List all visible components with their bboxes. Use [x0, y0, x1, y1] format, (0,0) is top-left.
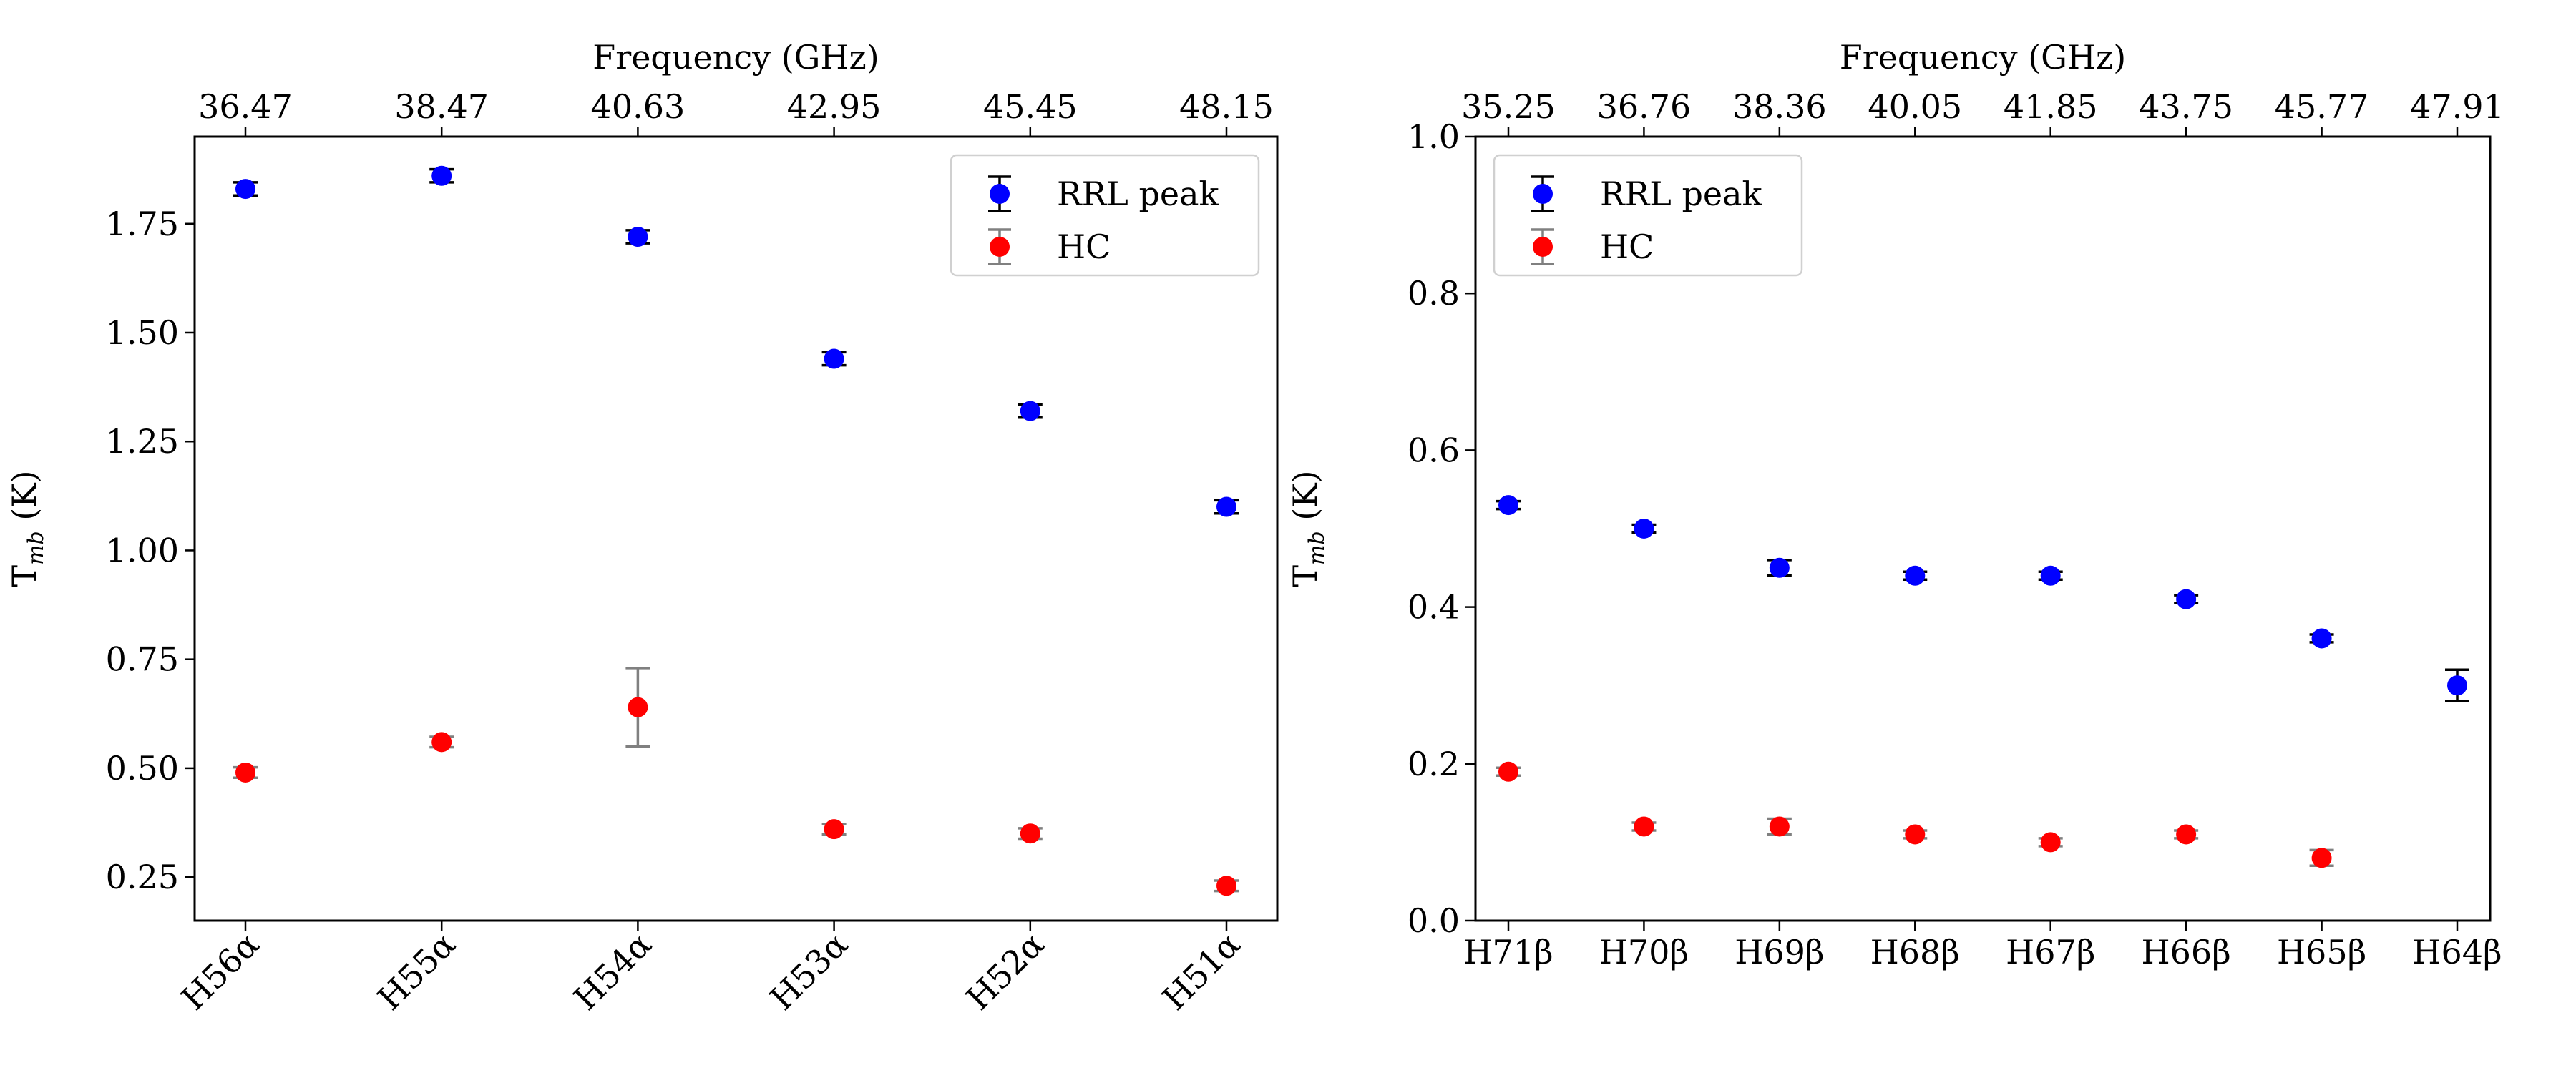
- y-axis-title: Tmb (K): [5, 470, 49, 587]
- data-point: [824, 348, 844, 369]
- y-tick-label: 0.8: [1407, 274, 1460, 313]
- top-tick-label: 35.25: [1461, 87, 1556, 126]
- data-point: [2311, 848, 2332, 868]
- data-point: [1498, 495, 1518, 516]
- data-point: [2176, 589, 2197, 609]
- data-point: [1905, 824, 1926, 845]
- data-point: [1634, 816, 1654, 837]
- top-tick-label: 45.77: [2275, 87, 2369, 126]
- y-tick-label: 1.00: [106, 531, 179, 569]
- legend-label: HC: [1057, 227, 1111, 266]
- x-tick-label: H65β: [2277, 933, 2366, 971]
- y-axis-title: Tmb (K): [1286, 470, 1330, 587]
- top-tick-label: 40.63: [591, 87, 686, 126]
- legend-label: RRL peak: [1600, 175, 1763, 213]
- data-point: [2447, 675, 2467, 696]
- data-point: [1020, 401, 1040, 421]
- data-point: [1634, 519, 1654, 539]
- top-tick-label: 36.47: [198, 87, 293, 126]
- data-point: [235, 762, 255, 783]
- legend-marker: [990, 184, 1010, 204]
- top-axis-title: Frequency (GHz): [1840, 38, 2126, 77]
- data-point: [235, 179, 255, 200]
- top-tick-label: 40.05: [1868, 87, 1962, 126]
- y-tick-label: 1.25: [106, 422, 179, 461]
- right-panel: 0.0 0.2 0.4 0.6 0.8 1.0 H71β H70β H69β H68β H67β H6…: [1286, 38, 2504, 971]
- x-tick-label: H66β: [2142, 933, 2231, 971]
- top-tick-label: 43.75: [2139, 87, 2233, 126]
- plot-frame: [1474, 135, 2492, 922]
- data-point: [1905, 565, 1926, 586]
- data-point: [1216, 876, 1236, 896]
- x-tick-label: H70β: [1599, 933, 1689, 971]
- y-tick-label: 0.25: [106, 858, 179, 896]
- y-tick-label: 0.0: [1407, 901, 1460, 940]
- legend-label: RRL peak: [1057, 175, 1220, 213]
- data-point: [824, 819, 844, 840]
- data-point: [628, 227, 648, 248]
- data-point: [1020, 823, 1040, 844]
- legend: RRL peak HC: [950, 154, 1260, 277]
- y-tick-label: 0.75: [106, 640, 179, 679]
- data-point: [431, 165, 452, 186]
- legend-label: HC: [1600, 227, 1654, 266]
- data-point: [1216, 496, 1236, 517]
- x-tick-label: H71β: [1463, 933, 1553, 971]
- y-tick-label: 0.4: [1407, 588, 1460, 627]
- top-tick-label: 36.76: [1597, 87, 1692, 126]
- top-tick-label: 47.91: [2410, 87, 2504, 126]
- top-tick-label: 41.85: [2004, 87, 2098, 126]
- x-tick-label: H67β: [2006, 933, 2095, 971]
- legend-box: [1493, 154, 1803, 277]
- legend: RRL peak HC: [1493, 154, 1803, 277]
- y-tick-label: 1.50: [106, 313, 179, 352]
- x-tick-label: H69β: [1735, 933, 1824, 971]
- data-point: [2040, 832, 2061, 853]
- y-tick-label: 0.50: [106, 749, 179, 788]
- data-point: [628, 697, 648, 717]
- y-tick-label: 0.6: [1407, 431, 1460, 469]
- x-tick-label: H64β: [2412, 933, 2502, 971]
- x-tick-label: H68β: [1870, 933, 1960, 971]
- legend-box: [950, 154, 1260, 277]
- data-point: [431, 732, 452, 753]
- top-tick-label: 42.95: [787, 87, 882, 126]
- top-tick-label: 38.47: [394, 87, 489, 126]
- data-point: [2176, 824, 2197, 845]
- legend-marker: [1533, 184, 1553, 204]
- y-tick-label: 1.0: [1407, 117, 1460, 156]
- top-tick-label: 48.15: [1179, 87, 1274, 126]
- plot-frame: [193, 135, 1279, 922]
- y-tick-label: 1.75: [106, 205, 179, 243]
- data-point: [2311, 628, 2332, 649]
- data-point: [1769, 557, 1790, 578]
- legend-marker: [1533, 237, 1553, 257]
- top-tick-label: 38.36: [1732, 87, 1827, 126]
- legend-marker: [990, 237, 1010, 257]
- top-tick-label: 45.45: [983, 87, 1078, 126]
- data-point: [1498, 761, 1518, 782]
- top-axis-title: Frequency (GHz): [592, 38, 879, 77]
- y-tick-label: 0.2: [1407, 745, 1460, 783]
- data-point: [2040, 565, 2061, 586]
- data-point: [1769, 816, 1790, 837]
